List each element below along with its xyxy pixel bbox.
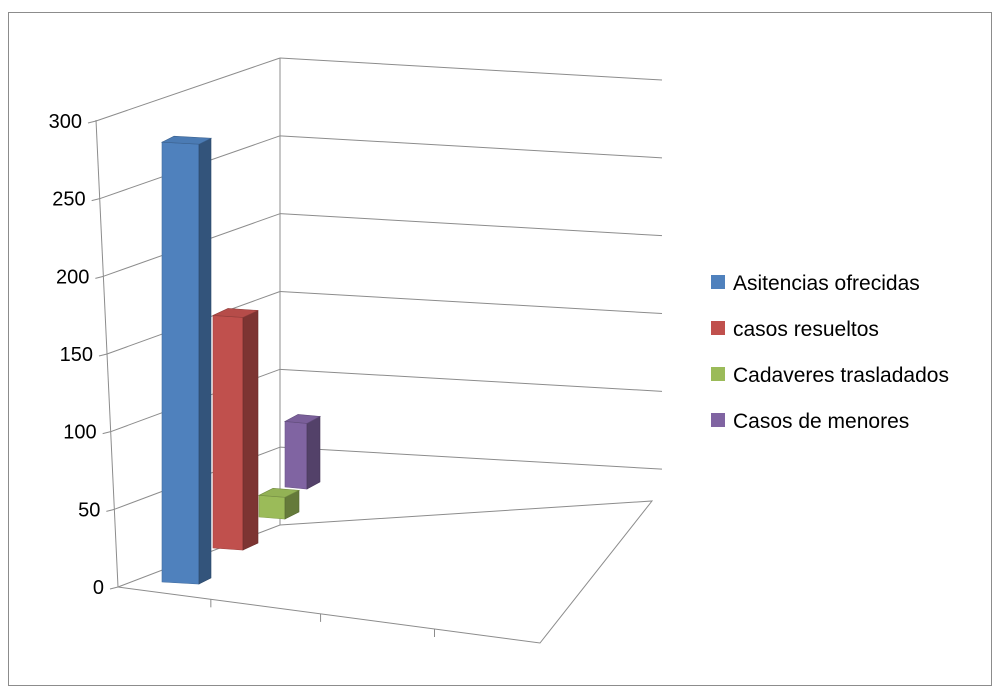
gridline-side [95, 57, 281, 122]
bar-front [161, 141, 200, 585]
bars [160, 135, 322, 585]
bar-top [257, 487, 301, 498]
tick-mark [102, 431, 111, 435]
legend-swatch [711, 413, 725, 427]
bar-casos-resueltos [212, 308, 259, 551]
tick-mark [109, 586, 119, 590]
legend-item: Cadaveres trasladados [711, 364, 949, 387]
bar-front [258, 494, 286, 520]
legend-swatch [711, 275, 725, 289]
y-tick-label: 100 [63, 422, 96, 444]
y-tick-label: 250 [52, 189, 85, 211]
bar-casos-de-menores [283, 414, 322, 490]
y-tick-label: 50 [78, 499, 100, 521]
gridline-back [279, 446, 663, 470]
y-tick-label: 300 [49, 111, 82, 133]
bar-top [160, 135, 213, 145]
legend-label: Casos de menores [733, 410, 909, 433]
bar-top [212, 308, 259, 318]
bar-asitencias-ofrecidas [160, 135, 213, 585]
legend-label: casos resueltos [733, 318, 879, 341]
legend-swatch [711, 367, 725, 381]
gridline-back [279, 291, 663, 314]
y-axis-ticks: 0 50 100 150 200 250 300 [49, 111, 435, 637]
tick-mark [106, 508, 115, 512]
legend-item: casos resueltos [711, 318, 879, 341]
legend-label: Asitencias ofrecidas [733, 272, 920, 295]
bar-side [306, 415, 321, 490]
legend-item: Casos de menores [711, 410, 909, 433]
legend: Asitencias ofrecidas casos resueltos Cadav… [711, 272, 949, 433]
tick-mark [98, 353, 108, 357]
gridline-back [279, 135, 663, 159]
legend-item: Asitencias ofrecidas [711, 272, 920, 295]
bar-front [284, 421, 308, 490]
bar-top [283, 414, 322, 424]
bar-side [242, 309, 259, 551]
gridline-back [279, 57, 663, 81]
bar-side [198, 137, 212, 585]
tick-mark [87, 120, 97, 124]
bar-front [212, 315, 244, 551]
y-tick-label: 150 [60, 344, 93, 366]
bar-cadaveres-trasladados [257, 487, 301, 520]
legend-swatch [711, 321, 725, 335]
y-tick-label: 200 [56, 266, 89, 288]
legend-label: Cadaveres trasladados [733, 364, 949, 387]
tick-mark [91, 198, 100, 202]
tick-mark [95, 275, 104, 279]
gridline-back [279, 368, 663, 392]
y-tick-label: 0 [93, 577, 104, 599]
gridline-back [279, 213, 663, 237]
